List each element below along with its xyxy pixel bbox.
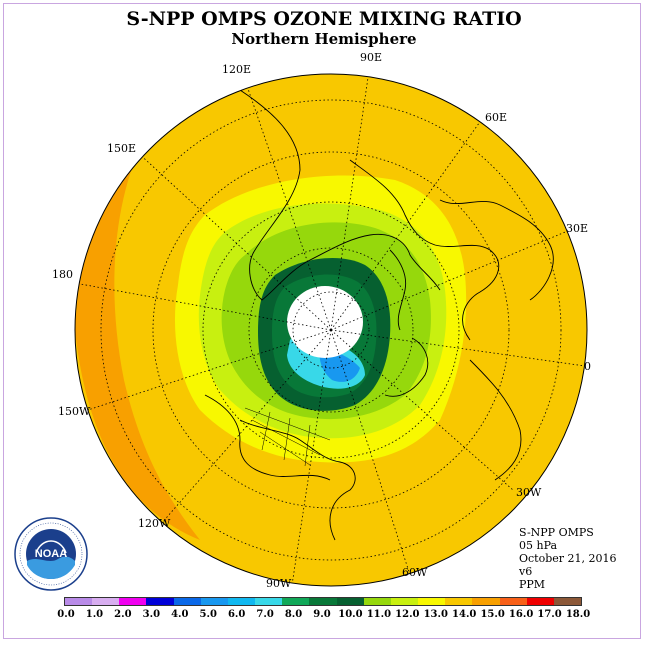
figure-frame: [3, 3, 641, 639]
colorbar-tick-label: 10.0: [338, 609, 363, 620]
colorbar-tick-label: 12.0: [395, 609, 420, 620]
colorbar-segment: [146, 598, 174, 605]
lon-label-120e: 120E: [222, 63, 252, 76]
colorbar-tick-label: 9.0: [313, 609, 331, 620]
colorbar-tick-label: 17.0: [537, 609, 562, 620]
colorbar-tick-label: 6.0: [227, 609, 246, 620]
colorbar-segment: [92, 598, 120, 605]
colorbar-segment: [309, 598, 337, 605]
colorbar-tick-label: 18.0: [565, 609, 591, 620]
lon-label-150w: 150W: [58, 405, 91, 418]
lon-label-60w: 60W: [402, 566, 428, 579]
colorbar-segment: [390, 598, 419, 605]
info-instrument: S-NPP OMPS: [519, 526, 594, 539]
map-boundary: [74, 73, 588, 587]
colorbar-segment: [553, 598, 581, 605]
colorbar-tick-label: 5.0: [199, 609, 217, 620]
colorbar-tick-label: 1.0: [85, 609, 104, 620]
colorbar-tick-label: 8.0: [284, 609, 303, 620]
colorbar-ticks: 0.0 1.0 2.0 3.0 4.0 5.0 6.0 7.0 8.0 9.0 10.0 11.0 12…: [0, 609, 648, 623]
figure-info: S-NPP OMPS 05 hPa October 21, 2016 v6 PP…: [519, 526, 617, 591]
figure-title: S-NPP OMPS OZONE MIXING RATIO: [126, 8, 522, 30]
colorbar-tick-label: 2.0: [114, 609, 132, 620]
lon-label-180: 180: [52, 268, 73, 281]
lon-label-120w: 120W: [138, 517, 171, 530]
info-units: PPM: [519, 578, 546, 591]
colorbar-segment: [200, 598, 228, 605]
colorbar-tick-label: 4.0: [171, 609, 189, 620]
lon-label-90w: 90W: [266, 577, 292, 590]
lon-label-150e: 150E: [107, 142, 137, 155]
info-date: October 21, 2016: [519, 552, 617, 565]
figure-subtitle: Northern Hemisphere: [231, 30, 417, 48]
lon-label-60e: 60E: [485, 111, 508, 124]
colorbar-segment: [418, 598, 446, 605]
logo-text: NOAA: [35, 548, 67, 560]
field-14-15: [75, 160, 200, 540]
lon-label-30e: 30E: [566, 222, 589, 235]
graticule: [75, 74, 586, 586]
colorbar-tick-label: 16.0: [508, 609, 534, 620]
colorbar-tick-label: 15.0: [480, 609, 505, 620]
colorbar-tick-label: 7.0: [256, 609, 274, 620]
lon-label-0: 0: [584, 360, 591, 373]
colorbar-tick-label: 0.0: [57, 609, 75, 620]
colorbar-segment: [119, 598, 147, 605]
colorbar-segment: [282, 598, 310, 605]
noaa-logo-icon: NOAA: [14, 517, 88, 591]
political-boundaries: [244, 407, 331, 467]
colorbar-tick-label: 11.0: [366, 609, 392, 620]
colorbar-tick-label: 13.0: [423, 609, 448, 620]
colorbar-segment: [255, 598, 283, 605]
lon-label-30w: 30W: [516, 486, 542, 499]
colorbar-tick-label: 3.0: [142, 609, 161, 620]
coastlines: [204, 89, 554, 541]
colorbar-segment: [227, 598, 256, 605]
colorbar-segment: [173, 598, 201, 605]
colorbar: [64, 597, 582, 606]
colorbar-segment: [65, 598, 93, 605]
colorbar-segment: [445, 598, 473, 605]
info-version: v6: [519, 565, 533, 578]
colorbar-segment: [526, 598, 554, 605]
colorbar-segment: [472, 598, 500, 605]
lon-label-90e: 90E: [360, 51, 383, 64]
colorbar-segment: [363, 598, 391, 605]
colorbar-segment: [499, 598, 527, 605]
polar-night-region: [287, 286, 363, 358]
colorbar-segment: [336, 598, 364, 605]
colorbar-tick-label: 14.0: [452, 609, 477, 620]
info-pressure: 05 hPa: [519, 539, 558, 552]
